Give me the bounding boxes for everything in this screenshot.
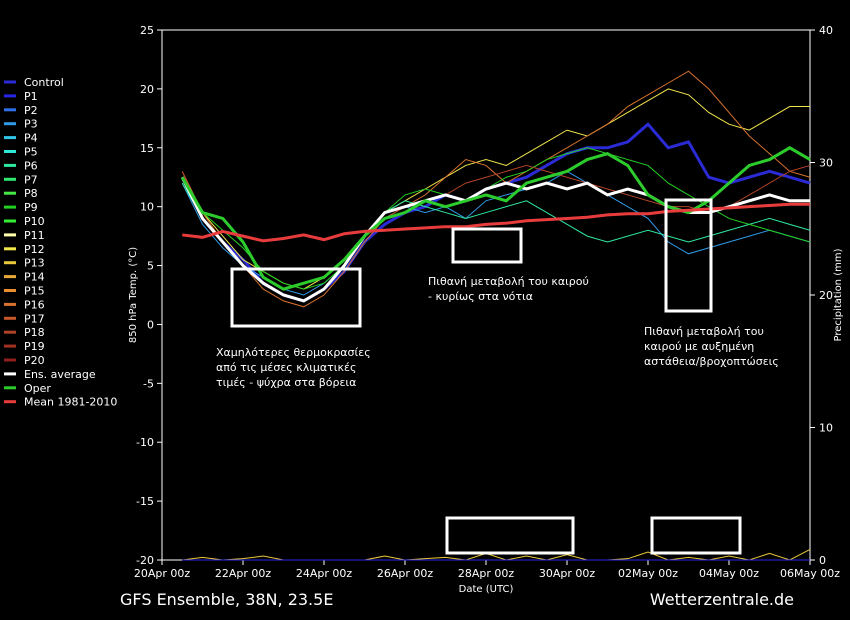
legend-label: Control (24, 76, 64, 89)
legend-label: P19 (24, 340, 45, 353)
y-tick-label: 5 (147, 260, 154, 273)
highlight-box-instability (664, 198, 713, 313)
legend-label: P9 (24, 201, 38, 214)
legend-label: P20 (24, 354, 45, 367)
annotation-south: Πιθανή μεταβολή του καιρού - κυρίως στα … (428, 275, 592, 303)
x-tick-label: 28Apr 00z (458, 567, 515, 580)
x-tick-label: 22Apr 00z (215, 567, 272, 580)
series-line-ens-average (180, 176, 810, 303)
y-tick-label: -20 (136, 554, 154, 567)
precip-line (182, 548, 811, 561)
x-tick-label: 06May 00z (780, 567, 840, 580)
y-tick-label: 20 (140, 83, 154, 96)
legend-label: Mean 1981-2010 (24, 396, 117, 409)
footer-site: Wetterzentrale.de (650, 590, 794, 609)
temperature-lines (180, 70, 811, 308)
y2-tick-label: 40 (819, 24, 833, 37)
series-line-mean-1981-2010 (182, 202, 810, 243)
legend-label: P10 (24, 215, 45, 228)
y-tick-label: -10 (136, 436, 154, 449)
x-tick-label: 24Apr 00z (296, 567, 353, 580)
legend-label: P11 (24, 229, 45, 242)
legend-label: P7 (24, 173, 38, 186)
legend-label: P3 (24, 118, 38, 131)
y-axis-label: 850 hPa Temp. (°C) (128, 247, 139, 343)
legend: ControlP1P2P3P4P5P6P7P8P9P10P11P12P13P14… (4, 76, 117, 409)
y-tick-label: -5 (143, 377, 154, 390)
y-axis-right: 0 10 20 30 40 (810, 24, 833, 567)
y2-tick-label: 0 (819, 554, 826, 567)
legend-label: P4 (24, 132, 38, 145)
x-tick-label: 02May 00z (618, 567, 678, 580)
legend-label: P12 (24, 243, 45, 256)
y-tick-label: 15 (140, 142, 154, 155)
x-tick-label: 20Apr 00z (134, 567, 191, 580)
legend-label: P14 (24, 271, 45, 284)
y2-tick-label: 30 (819, 157, 833, 170)
legend-label: Oper (24, 382, 51, 395)
legend-label: Ens. average (24, 368, 96, 381)
footer-model: GFS Ensemble, 38N, 23.5E (120, 590, 333, 609)
highlight-box-precip-1 (445, 516, 575, 555)
series-line-p16 (181, 70, 811, 308)
x-tick-label: 30Apr 00z (539, 567, 596, 580)
highlight-box-precip-2 (650, 516, 742, 555)
y-tick-label: -15 (136, 495, 154, 508)
y-axis-left: -20 -15 -10 -5 0 5 10 15 20 25 (136, 24, 162, 567)
legend-label: P15 (24, 285, 45, 298)
x-tick-label: 26Apr 00z (377, 567, 434, 580)
precipitation-lines (182, 548, 811, 561)
legend-label: P2 (24, 104, 38, 117)
annotation-cold: Χαμηλότερες θερμοκρασίες από τις μέσες κ… (216, 346, 374, 389)
series-line-p12 (181, 88, 810, 290)
y2-tick-label: 10 (819, 422, 833, 435)
x-axis-label: Date (UTC) (459, 584, 514, 595)
annotation-instability: Πιθανή μεταβολή του καιρού με αυξημένη α… (644, 325, 779, 368)
highlight-box-cold (230, 267, 362, 328)
x-tick-label: 04May 00z (699, 567, 759, 580)
y-tick-label: 25 (140, 24, 154, 37)
legend-label: P1 (24, 90, 38, 103)
legend-label: P18 (24, 326, 45, 339)
y2-tick-label: 20 (819, 289, 833, 302)
legend-label: P13 (24, 257, 45, 270)
series-line-p9 (181, 147, 811, 290)
highlight-box-south (451, 227, 523, 264)
legend-label: P17 (24, 312, 45, 325)
legend-label: P16 (24, 298, 45, 311)
legend-label: P8 (24, 187, 38, 200)
y-tick-label: 0 (147, 318, 154, 331)
y-tick-label: 10 (140, 201, 154, 214)
x-axis: 20Apr 00z 22Apr 00z 24Apr 00z 26Apr 00z 28Ap… (134, 560, 840, 580)
chart-title: Athens (GR) 850 hPa Temp. & Precipitatio… (157, 2, 713, 21)
legend-label: P5 (24, 146, 38, 159)
y2-axis-label: Precipitation (mm) (833, 248, 844, 341)
legend-label: P6 (24, 159, 38, 172)
series-line-oper (180, 146, 811, 291)
